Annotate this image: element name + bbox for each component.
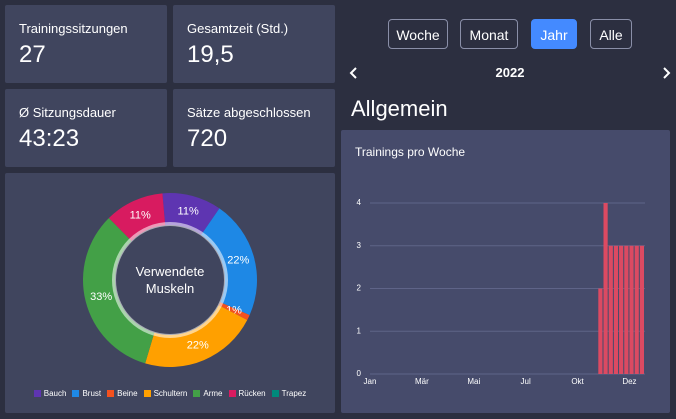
bar xyxy=(598,288,603,374)
legend-swatch xyxy=(33,390,41,397)
stat-card: Sätze abgeschlossen 720 xyxy=(173,89,335,167)
inner-ring xyxy=(112,222,228,338)
legend-item: Trapez xyxy=(271,389,307,398)
y-tick-label: 2 xyxy=(357,284,362,293)
y-tick-label: 1 xyxy=(357,326,362,335)
legend-label: Bauch xyxy=(43,389,67,398)
y-tick-label: 3 xyxy=(357,241,362,250)
legend-swatch xyxy=(193,390,201,397)
period-button[interactable]: Woche xyxy=(388,19,448,49)
y-tick-label: 0 xyxy=(357,369,362,378)
donut-card: 11% 22% 1% 22% 33% 11% Verwendete Muskeln Bau… xyxy=(5,173,335,413)
prev-year[interactable] xyxy=(348,66,360,80)
stat-label: Gesamtzeit (Std.) xyxy=(187,21,289,36)
data-label: 11% xyxy=(178,205,199,217)
donut-chart: 11%22%1%22%33%11% xyxy=(83,193,257,367)
stat-card: Gesamtzeit (Std.) 19,5 xyxy=(173,5,335,83)
x-tick-label: Mär xyxy=(415,377,429,386)
bar xyxy=(624,245,629,374)
donut-segment xyxy=(108,193,166,241)
data-label: 33% xyxy=(90,291,112,303)
bar xyxy=(619,245,624,374)
stat-value: 720 xyxy=(187,125,228,152)
legend-swatch xyxy=(107,390,115,397)
bar-chart: Trainings pro Woche 0 1 2 3 4 Jan Mär Mai Jul Okt… xyxy=(355,145,645,386)
legend-item: Arme xyxy=(193,389,223,398)
x-tick-label: Jul xyxy=(521,377,531,386)
donut-segment xyxy=(218,302,250,321)
bar xyxy=(629,245,634,374)
legend-label: Brust xyxy=(82,389,102,398)
legend-label: Beine xyxy=(117,389,138,398)
legend-label: Rücken xyxy=(238,389,266,398)
stat-label: Trainingssitzungen xyxy=(19,21,128,36)
donut-segment xyxy=(145,305,248,367)
legend-label: Arme xyxy=(203,389,223,398)
data-label: 11% xyxy=(130,209,151,221)
stat-value: 27 xyxy=(19,41,46,68)
legend-swatch xyxy=(228,390,236,397)
legend-item: Bauch xyxy=(33,389,67,398)
stat-value: 19,5 xyxy=(187,41,234,68)
stat-card: Trainingssitzungen 27 xyxy=(5,5,167,83)
x-tick-label: Dez xyxy=(622,377,636,386)
section-title: Allgemein xyxy=(351,96,448,121)
legend-item: Schultern xyxy=(143,389,188,398)
center-label: Verwendete Muskeln xyxy=(135,264,205,296)
x-tick-label: Okt xyxy=(571,377,584,386)
bar-card: Trainings pro Woche 0 1 2 3 4 Jan Mär Mai Jul Okt… xyxy=(341,130,670,413)
legend-item: Brust xyxy=(72,389,101,398)
legend: Bauch Brust Beine Schultern Arme Rücken Trapez xyxy=(5,389,335,398)
legend-label: Trapez xyxy=(281,389,307,398)
stat-label: Sätze abgeschlossen xyxy=(187,105,311,120)
y-tick-label: 4 xyxy=(357,198,362,207)
legend-label: Schultern xyxy=(153,389,188,398)
x-tick-label: Mai xyxy=(467,377,480,386)
stat-value: 43:23 xyxy=(19,125,80,152)
bar xyxy=(634,245,639,374)
x-tick-label: Jan xyxy=(364,377,377,386)
stat-card: Ø Sitzungsdauer 43:23 xyxy=(5,89,167,167)
bar xyxy=(608,245,613,374)
next-year[interactable] xyxy=(660,66,672,80)
bar xyxy=(613,245,619,374)
chart-title: Trainings pro Woche xyxy=(355,145,465,159)
legend-swatch xyxy=(72,390,80,397)
legend-swatch xyxy=(143,390,151,397)
legend-swatch xyxy=(271,390,279,397)
donut-segment xyxy=(201,208,257,316)
legend-item: Rücken xyxy=(228,389,266,398)
year: 2022 xyxy=(495,65,525,80)
data-label: 22% xyxy=(227,255,249,267)
stat-label: Ø Sitzungsdauer xyxy=(19,105,116,120)
period-button[interactable]: Jahr xyxy=(531,19,577,49)
bar xyxy=(603,203,608,374)
period-button[interactable]: Monat xyxy=(460,19,518,49)
legend-item: Beine xyxy=(107,389,138,398)
data-label: 22% xyxy=(187,339,209,351)
bar xyxy=(639,245,644,374)
period-button[interactable]: Alle xyxy=(590,19,632,49)
